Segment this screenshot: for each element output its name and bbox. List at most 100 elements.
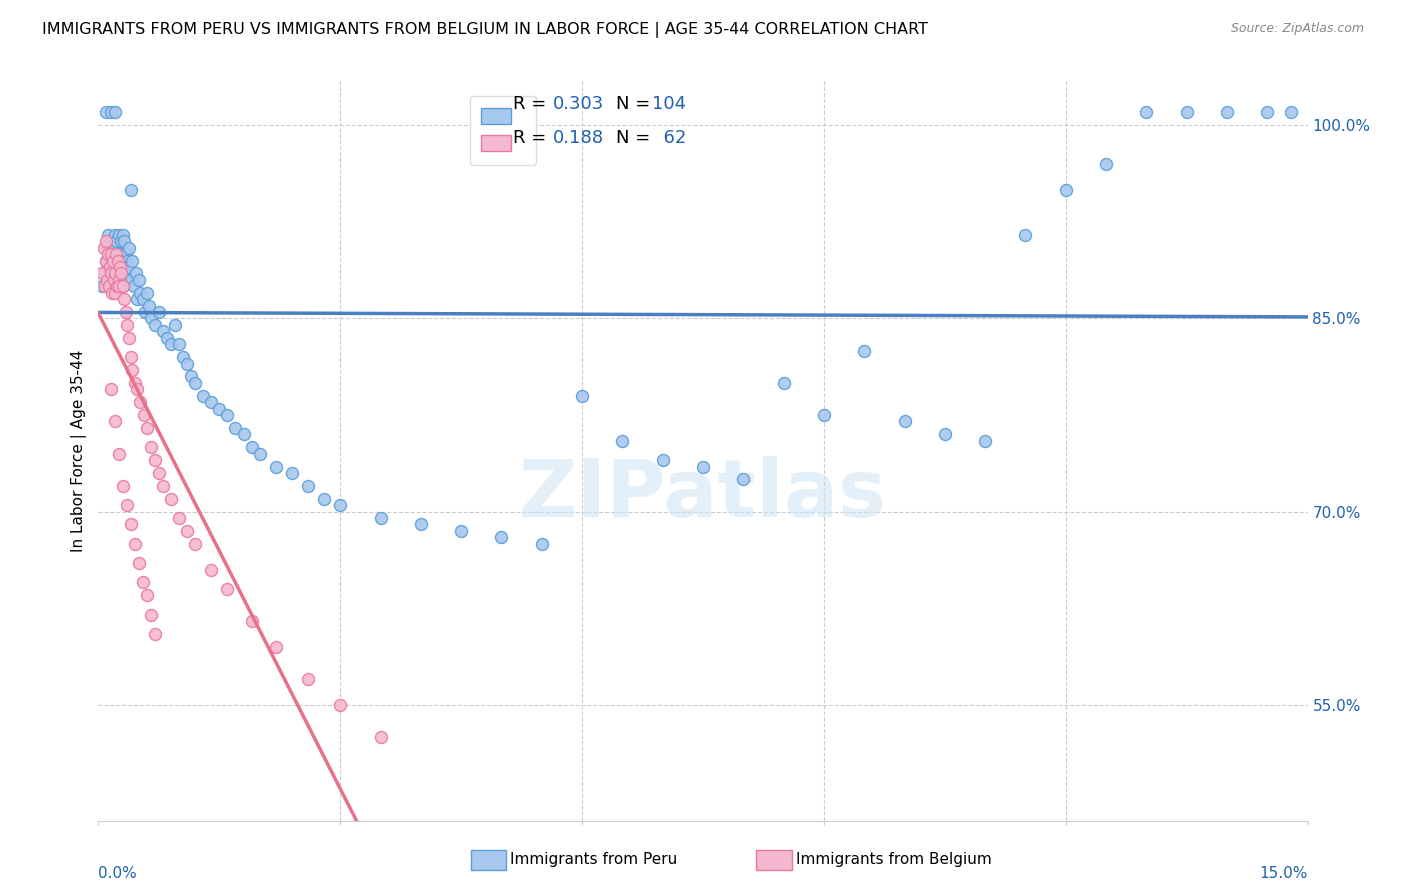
Point [314, 491, 336, 506]
Point [120, 273, 142, 287]
Point [115, 253, 138, 268]
Point [111, 479, 134, 493]
Point [135, 588, 157, 602]
Text: R =: R = [513, 129, 553, 147]
Point [100, 267, 122, 281]
Point [111, 279, 134, 293]
Point [96, 253, 118, 268]
Text: 104: 104 [652, 95, 686, 113]
Point [108, 247, 131, 261]
Point [97, 227, 120, 242]
Point [160, 491, 183, 506]
Legend: , : , [470, 96, 536, 164]
Text: N =: N = [616, 95, 655, 113]
Point [100, 241, 122, 255]
Point [107, 447, 129, 461]
Text: IMMIGRANTS FROM PERU VS IMMIGRANTS FROM BELGIUM IN LABOR FORCE | AGE 35-44 CORRE: IMMIGRANTS FROM PERU VS IMMIGRANTS FROM … [42, 22, 928, 38]
Point [370, 730, 392, 744]
Point [117, 273, 139, 287]
Point [105, 267, 128, 281]
Point [107, 273, 129, 287]
Point [450, 524, 472, 538]
Point [97, 279, 120, 293]
Point [148, 466, 170, 480]
Point [232, 427, 254, 442]
Point [100, 253, 122, 268]
Point [103, 253, 125, 268]
Point [101, 273, 124, 287]
Point [122, 279, 145, 293]
Point [409, 517, 432, 532]
Point [163, 318, 186, 332]
Point [176, 357, 198, 371]
Point [156, 331, 179, 345]
Point [96, 105, 118, 120]
Point [91, 279, 114, 293]
Point [107, 227, 129, 242]
Point [114, 267, 136, 281]
Point [91, 267, 114, 281]
Text: 0.188: 0.188 [553, 129, 603, 147]
Point [1054, 183, 1077, 197]
Point [172, 350, 194, 364]
Point [193, 389, 215, 403]
Point [114, 305, 136, 319]
Point [143, 627, 166, 641]
Point [152, 479, 174, 493]
Point [100, 105, 122, 120]
Point [98, 273, 121, 287]
Point [249, 447, 271, 461]
Point [813, 408, 835, 422]
Point [103, 105, 125, 120]
Point [107, 260, 129, 274]
Point [103, 273, 125, 287]
Point [370, 511, 392, 525]
Point [100, 382, 122, 396]
Text: Immigrants from Belgium: Immigrants from Belgium [796, 853, 991, 867]
Point [200, 395, 222, 409]
Point [297, 479, 319, 493]
Point [117, 260, 139, 274]
Point [110, 267, 132, 281]
Point [107, 253, 129, 268]
Point [143, 453, 166, 467]
Point [110, 260, 132, 274]
Point [135, 285, 157, 300]
Text: 15.0%: 15.0% [1260, 866, 1308, 880]
Point [329, 498, 352, 512]
Point [217, 582, 239, 596]
Point [101, 260, 124, 274]
Point [107, 279, 129, 293]
Point [180, 369, 202, 384]
Point [148, 305, 170, 319]
Point [105, 260, 128, 274]
Point [128, 556, 150, 570]
Point [530, 537, 553, 551]
Point [111, 253, 134, 268]
Point [100, 247, 122, 261]
Point [651, 453, 673, 467]
Point [240, 614, 263, 628]
Point [208, 401, 231, 416]
Point [167, 511, 190, 525]
Point [111, 273, 134, 287]
Text: R =: R = [513, 95, 553, 113]
Point [1135, 105, 1157, 120]
Point [184, 376, 207, 390]
Point [893, 415, 915, 429]
Point [733, 472, 755, 486]
Point [121, 253, 143, 268]
Point [112, 234, 135, 248]
Point [491, 530, 513, 544]
Point [108, 279, 131, 293]
Point [217, 408, 239, 422]
Point [1256, 105, 1278, 120]
Point [107, 247, 129, 261]
Point [160, 337, 183, 351]
Point [103, 415, 125, 429]
Point [112, 260, 135, 274]
Point [132, 408, 155, 422]
Point [184, 537, 207, 551]
Point [96, 273, 118, 287]
Point [127, 292, 149, 306]
